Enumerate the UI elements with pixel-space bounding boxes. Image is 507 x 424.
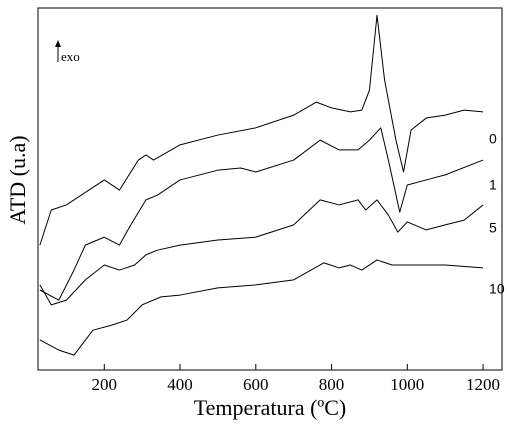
series-label: 10	[489, 281, 505, 297]
series-line	[39, 14, 484, 246]
series-label: 5	[489, 220, 497, 236]
x-tick-label: 1200	[466, 375, 500, 394]
x-axis-label: Temperatura (ºC)	[194, 395, 347, 420]
x-tick-label: 1000	[390, 375, 424, 394]
series-label: 1	[489, 177, 497, 193]
plot-frame	[37, 7, 503, 371]
series-label: 0	[489, 131, 497, 147]
x-tick-label: 800	[319, 375, 345, 394]
x-tick-label: 200	[92, 375, 118, 394]
x-tick-label: 600	[243, 375, 269, 394]
y-axis-label: ATD (u.a)	[5, 135, 30, 224]
series-line	[39, 259, 484, 356]
series-line	[39, 199, 484, 306]
series-line	[39, 127, 484, 301]
x-tick-label: 400	[167, 375, 193, 394]
exo-arrowhead	[55, 40, 61, 47]
annotation: exo	[61, 49, 80, 64]
